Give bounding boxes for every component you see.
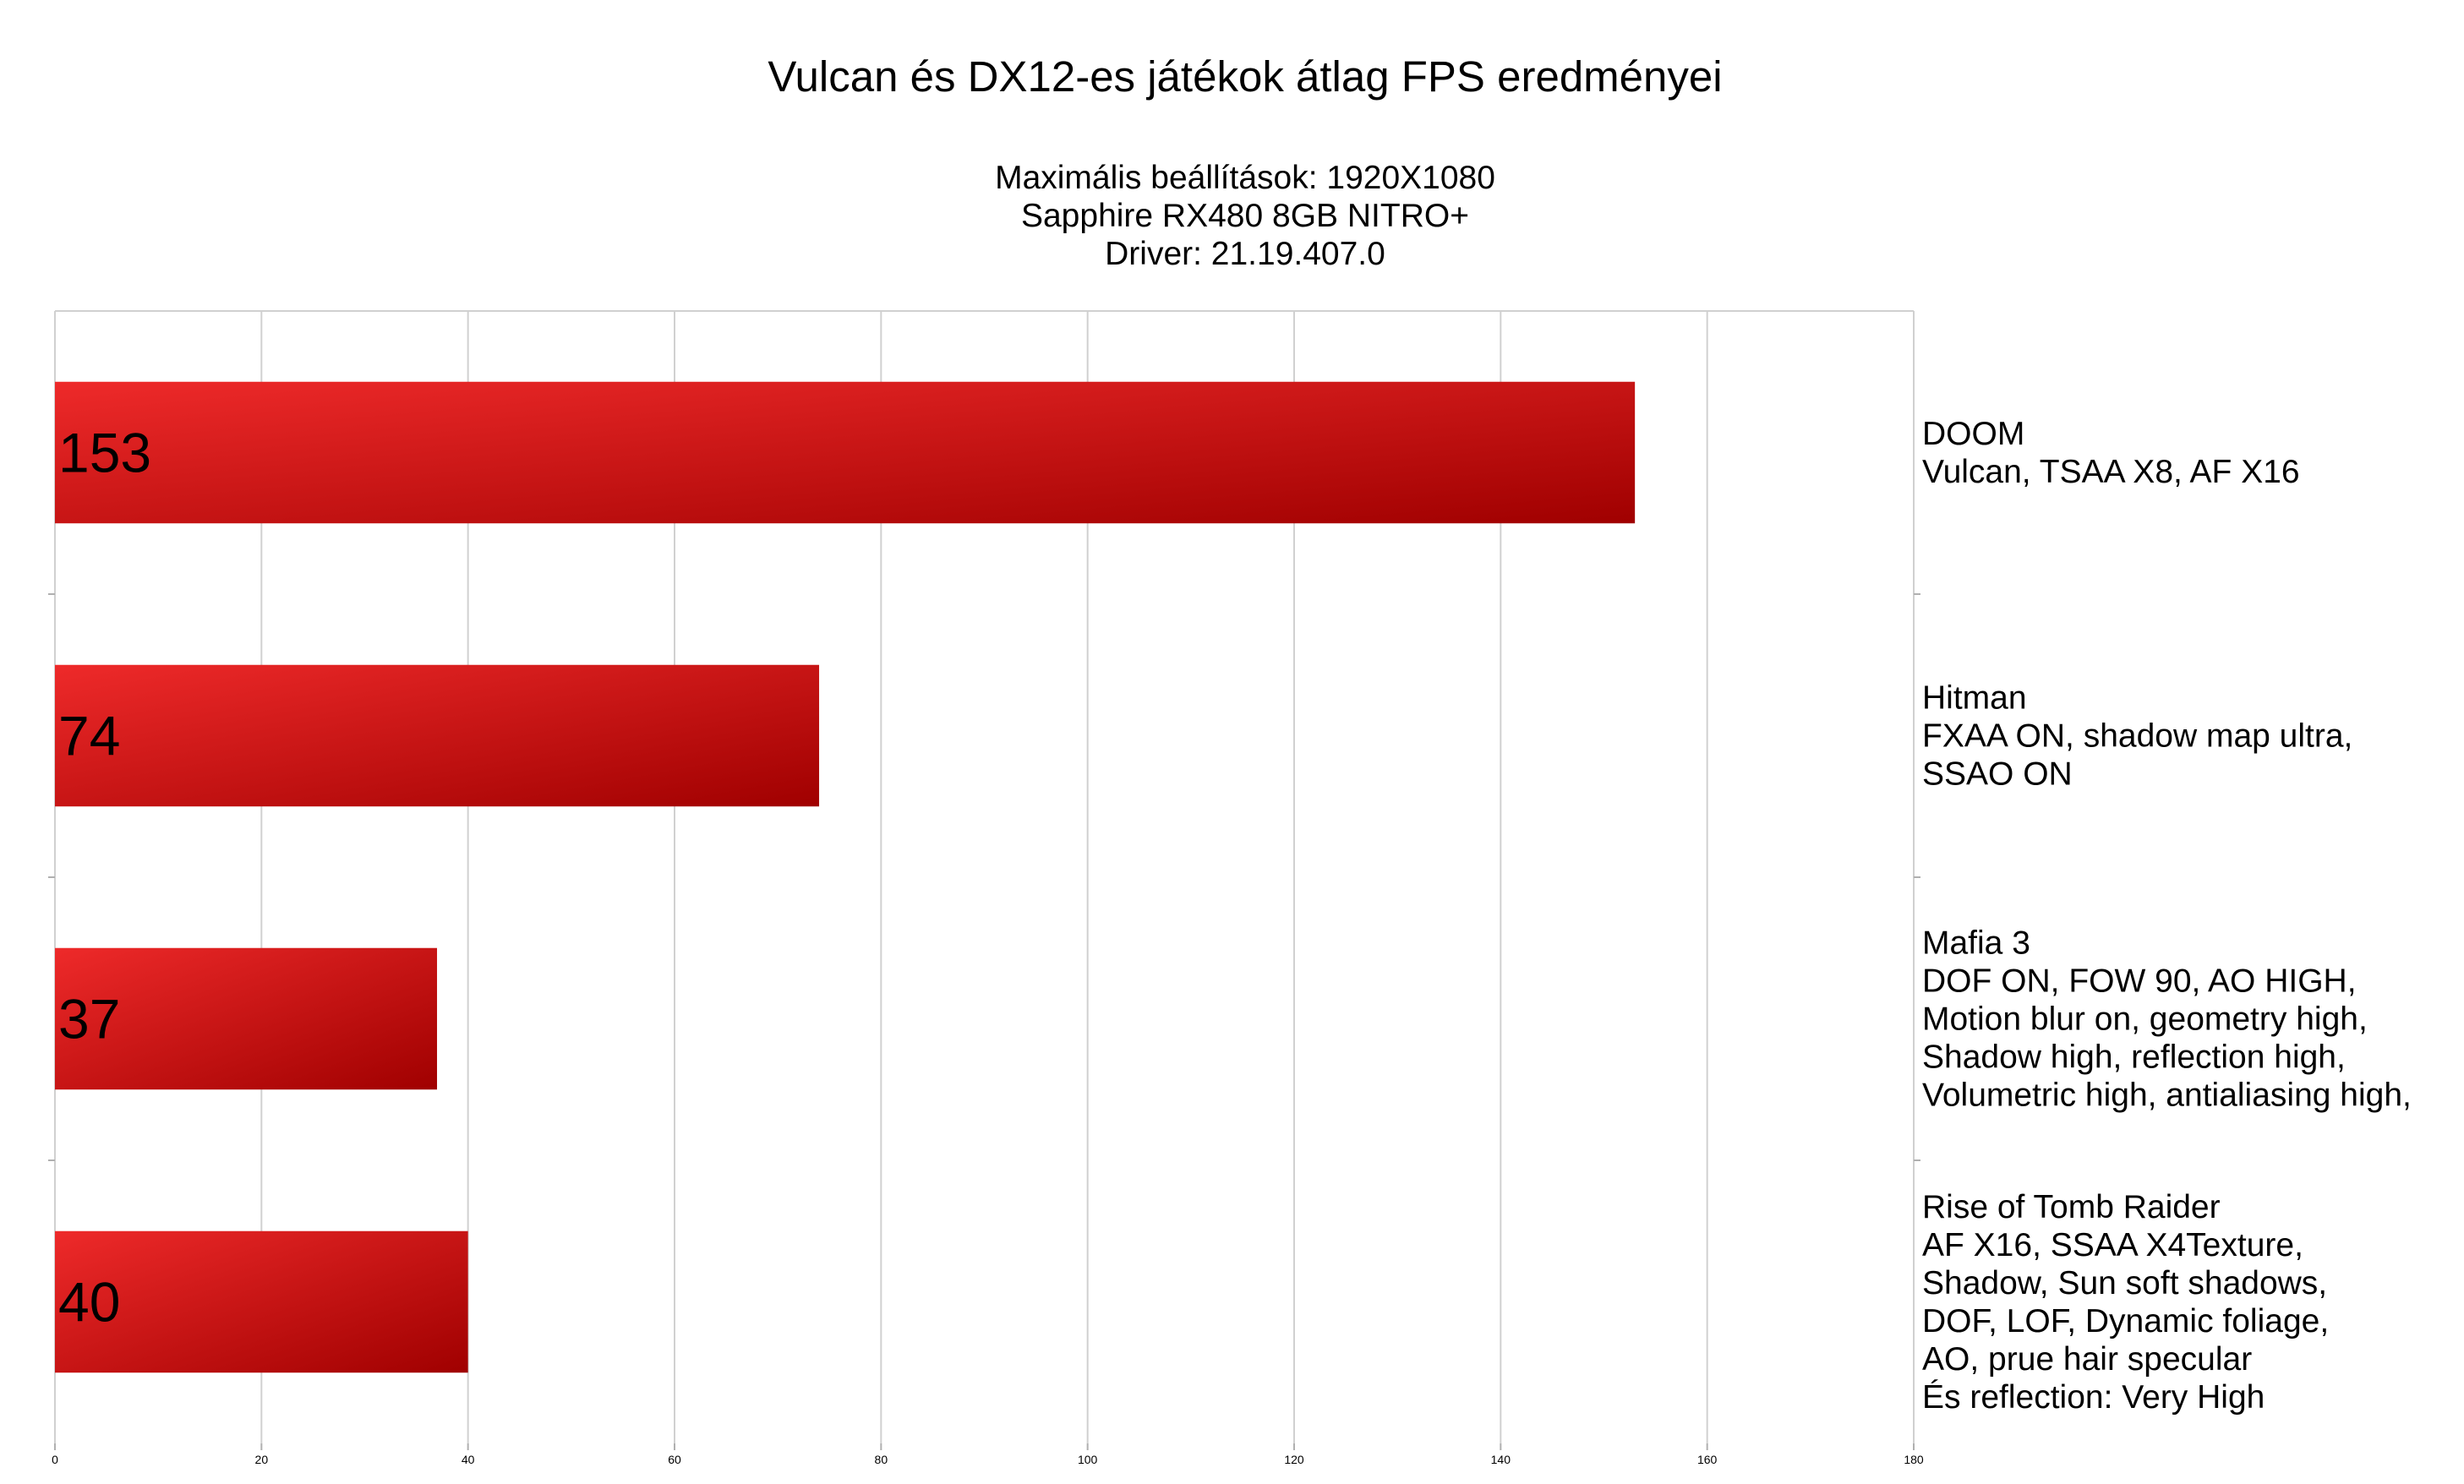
x-tick-label: 160: [1697, 1453, 1718, 1466]
category-label-line: AF X16, SSAA X4Texture,: [1922, 1227, 2303, 1263]
chart-subtitle-line-3: Driver: 21.19.407.0: [1105, 236, 1385, 272]
chart-subtitle-line-2: Sapphire RX480 8GB NITRO+: [1021, 198, 1469, 234]
category-label-line: Shadow, Sun soft shadows,: [1922, 1265, 2327, 1301]
category-label-line: És reflection: Very High: [1922, 1379, 2265, 1416]
category-label-line: DOF ON, FOW 90, AO HIGH,: [1922, 963, 2357, 1000]
x-tick-label: 0: [52, 1453, 58, 1466]
x-tick-label: 180: [1904, 1453, 1924, 1466]
bar-0: [55, 381, 1636, 524]
bar-value-label: 40: [58, 1271, 120, 1334]
category-label-line: Rise of Tomb Raider: [1922, 1189, 2221, 1225]
category-label-line: DOF, LOF, Dynamic foliage,: [1922, 1303, 2329, 1339]
category-label-line: Mafia 3: [1922, 925, 2030, 962]
category-label-line: SSAO ON: [1922, 756, 2073, 793]
chart-title: Vulcan és DX12-es játékok átlag FPS ered…: [768, 52, 1722, 101]
x-tick-label: 60: [668, 1453, 681, 1466]
category-label-line: Vulcan, TSAA X8, AF X16: [1922, 454, 2300, 490]
category-label-line: Hitman: [1922, 680, 2027, 717]
bar-1: [55, 664, 820, 807]
x-tick-label: 20: [255, 1453, 269, 1466]
x-tick-label: 40: [462, 1453, 475, 1466]
category-label-line: DOOM: [1922, 416, 2024, 452]
category-label-line: AO, prue hair specular: [1922, 1341, 2252, 1378]
category-label-line: Volumetric high, antialiasing high,: [1922, 1078, 2412, 1114]
bar-value-label: 74: [58, 705, 120, 767]
bar-3: [55, 1230, 468, 1373]
category-label-line: Shadow high, reflection high,: [1922, 1039, 2346, 1076]
bars-layer: 153 74 37 40: [55, 381, 1636, 1373]
x-tick-label: 140: [1491, 1453, 1511, 1466]
chart-subtitle-line-1: Maximális beállítások: 1920X1080: [995, 160, 1495, 196]
x-tick-label: 100: [1078, 1453, 1098, 1466]
category-label-line: Motion blur on, geometry high,: [1922, 1001, 2368, 1038]
x-tick-label: 120: [1284, 1453, 1304, 1466]
bar-value-label: 37: [58, 988, 120, 1050]
category-label-line: FXAA ON, shadow map ultra,: [1922, 718, 2352, 755]
bar-value-label: 153: [58, 422, 151, 484]
x-tick-label: 80: [875, 1453, 888, 1466]
bar-2: [55, 947, 438, 1090]
